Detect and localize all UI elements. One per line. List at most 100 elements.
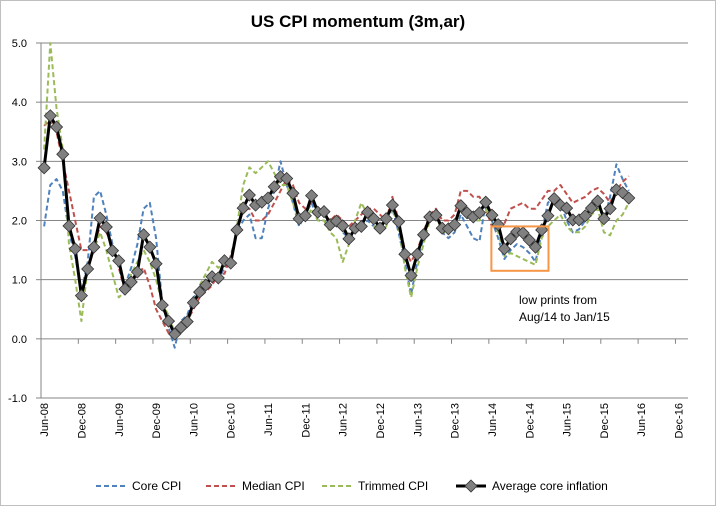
- data-point-diamond: [224, 256, 238, 270]
- y-tick-label: 3.0: [12, 156, 27, 168]
- data-point-diamond: [392, 215, 406, 229]
- data-point-diamond: [597, 212, 611, 226]
- legend: Core CPI Median CPI Trimmed CPI Average cor…: [96, 479, 608, 493]
- x-axis: Jun-08 Dec-08 Jun-09 Dec-09 Jun-10 Dec-10 Jun-…: [39, 43, 688, 438]
- x-tick-label: Jun-10: [188, 403, 200, 437]
- data-point-diamond: [124, 275, 138, 289]
- x-tick-label: Jun-13: [412, 403, 424, 437]
- y-tick-label: 1.0: [12, 275, 27, 287]
- data-point-diamond: [410, 247, 424, 261]
- data-point-diamond: [360, 205, 375, 219]
- data-point-diamond: [267, 180, 281, 194]
- data-point-diamond: [236, 201, 250, 215]
- data-point-diamond: [43, 109, 57, 123]
- data-point-diamond: [485, 208, 499, 222]
- data-point-diamond: [317, 205, 331, 219]
- data-point-diamond: [68, 242, 82, 256]
- data-point-diamond: [603, 202, 617, 216]
- data-point-diamond: [211, 271, 225, 285]
- data-point-diamond: [180, 315, 194, 329]
- x-tick-label: Jun-15: [562, 403, 574, 437]
- annotation-line-1: low prints from: [519, 293, 597, 307]
- data-point-diamond: [280, 171, 294, 186]
- data-point-diamond: [155, 298, 169, 312]
- data-point-diamond: [479, 195, 493, 209]
- data-point-diamond: [336, 219, 350, 233]
- data-point-diamond: [286, 186, 300, 200]
- data-point-diamond: [230, 223, 244, 237]
- y-tick-label: 5.0: [12, 38, 27, 50]
- data-point-diamond: [560, 201, 574, 215]
- x-tick-label: Jun-08: [39, 403, 51, 437]
- data-point-diamond: [81, 262, 95, 276]
- x-tick-label: Dec-13: [450, 403, 462, 438]
- data-point-diamond: [193, 285, 207, 299]
- legend-label: Core CPI: [132, 479, 181, 493]
- data-point-diamond: [168, 327, 182, 341]
- data-point-diamond: [305, 189, 319, 203]
- data-point-diamond: [504, 232, 518, 246]
- x-tick-label: Jun-16: [636, 403, 648, 437]
- data-point-diamond: [99, 220, 113, 234]
- highlight-box: [490, 225, 550, 272]
- data-point-diamond: [541, 209, 555, 223]
- data-point-diamond: [472, 206, 487, 220]
- x-tick-label: Dec-10: [226, 403, 238, 438]
- data-point-diamond: [591, 194, 605, 208]
- data-point-diamond: [547, 192, 561, 206]
- series-line-trimmed-cpi: [43, 42, 630, 334]
- x-tick-label: Dec-09: [151, 403, 163, 438]
- annotation: low prints from Aug/14 to Jan/15: [490, 225, 610, 324]
- x-tick-label: Jun-09: [114, 403, 126, 437]
- data-point-diamond: [385, 198, 399, 212]
- y-tick-label: -1.0: [8, 393, 27, 405]
- data-point-diamond: [373, 221, 387, 235]
- series-lines: [37, 42, 636, 349]
- data-point-diamond: [398, 247, 412, 261]
- x-tick-label: Dec-15: [599, 403, 611, 438]
- data-point-diamond: [49, 120, 64, 134]
- data-point-diamond: [367, 212, 381, 226]
- x-tick-label: Jun-12: [338, 403, 350, 437]
- legend-label: Average core inflation: [492, 479, 608, 493]
- data-point-diamond: [622, 191, 636, 205]
- data-point-diamond: [416, 228, 431, 242]
- data-point-diamond: [528, 240, 543, 254]
- data-point-diamond: [584, 201, 599, 215]
- x-tick-label: Dec-16: [674, 403, 686, 438]
- x-tick-label: Jun-14: [487, 403, 499, 437]
- data-point-diamond: [143, 240, 157, 254]
- data-point-diamond: [342, 232, 356, 246]
- data-point-diamond: [516, 226, 530, 240]
- x-tick-label: Dec-08: [76, 403, 88, 438]
- data-point-diamond: [242, 188, 256, 202]
- data-point-diamond: [74, 289, 88, 303]
- data-point-diamond: [404, 268, 418, 283]
- y-axis-tick-labels: 5.0 4.0 3.0 2.0 1.0 0.0 -1.0: [8, 38, 41, 405]
- data-point-diamond: [62, 219, 76, 233]
- data-point-diamond: [454, 199, 468, 213]
- data-point-diamond: [105, 244, 120, 258]
- data-point-diamond: [112, 254, 126, 268]
- data-point-diamond: [354, 219, 368, 233]
- data-point-diamond: [491, 218, 505, 232]
- data-point-diamond: [87, 240, 101, 254]
- data-point-diamond: [522, 233, 536, 247]
- y-tick-label: 0.0: [12, 334, 27, 346]
- x-tick-label: Jun-11: [263, 403, 275, 436]
- y-tick-label: 2.0: [12, 216, 27, 228]
- data-point-diamond: [199, 278, 213, 292]
- x-tick-label: Dec-11: [300, 403, 312, 438]
- data-point-diamond: [137, 228, 151, 242]
- x-tick-label: Dec-14: [524, 403, 536, 438]
- data-point-diamond: [578, 209, 592, 223]
- data-point-diamond: [448, 218, 462, 232]
- legend-label: Trimmed CPI: [358, 479, 428, 493]
- data-point-diamond: [149, 257, 163, 271]
- data-point-diamond: [37, 161, 51, 175]
- data-point-diamond: [379, 212, 393, 226]
- data-point-diamond: [429, 208, 443, 222]
- y-tick-label: 4.0: [12, 97, 27, 109]
- annotation-line-2: Aug/14 to Jan/15: [519, 310, 610, 324]
- x-tick-label: Dec-12: [375, 403, 387, 438]
